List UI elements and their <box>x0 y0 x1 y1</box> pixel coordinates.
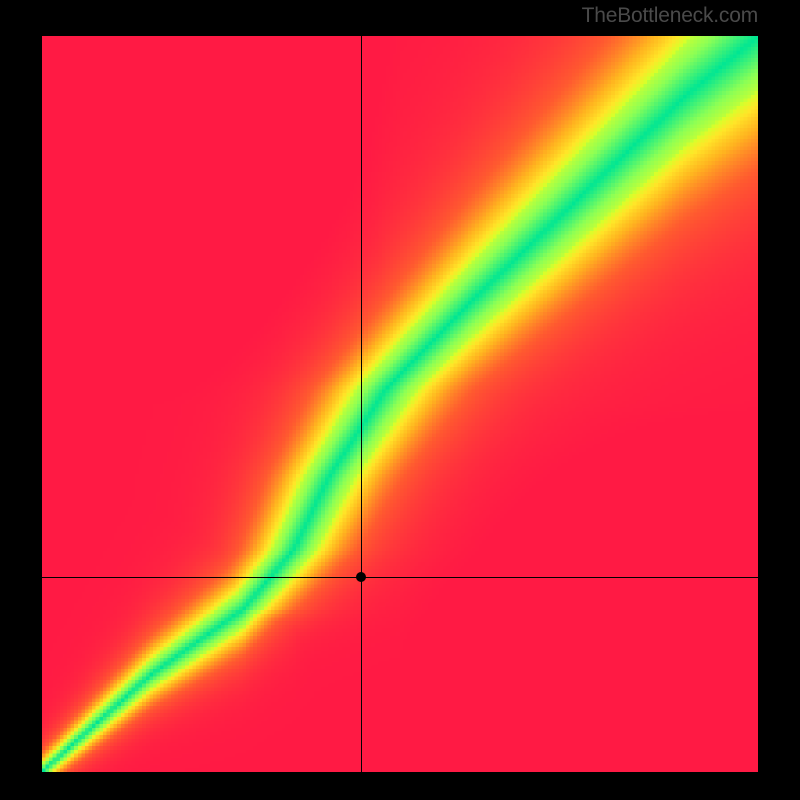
bottleneck-heatmap-plot <box>42 36 758 772</box>
selection-marker-dot <box>356 572 366 582</box>
attribution-watermark: TheBottleneck.com <box>582 4 758 28</box>
heatmap-surface <box>42 36 758 772</box>
crosshair-horizontal-line <box>42 577 758 578</box>
crosshair-vertical-line <box>361 36 362 772</box>
